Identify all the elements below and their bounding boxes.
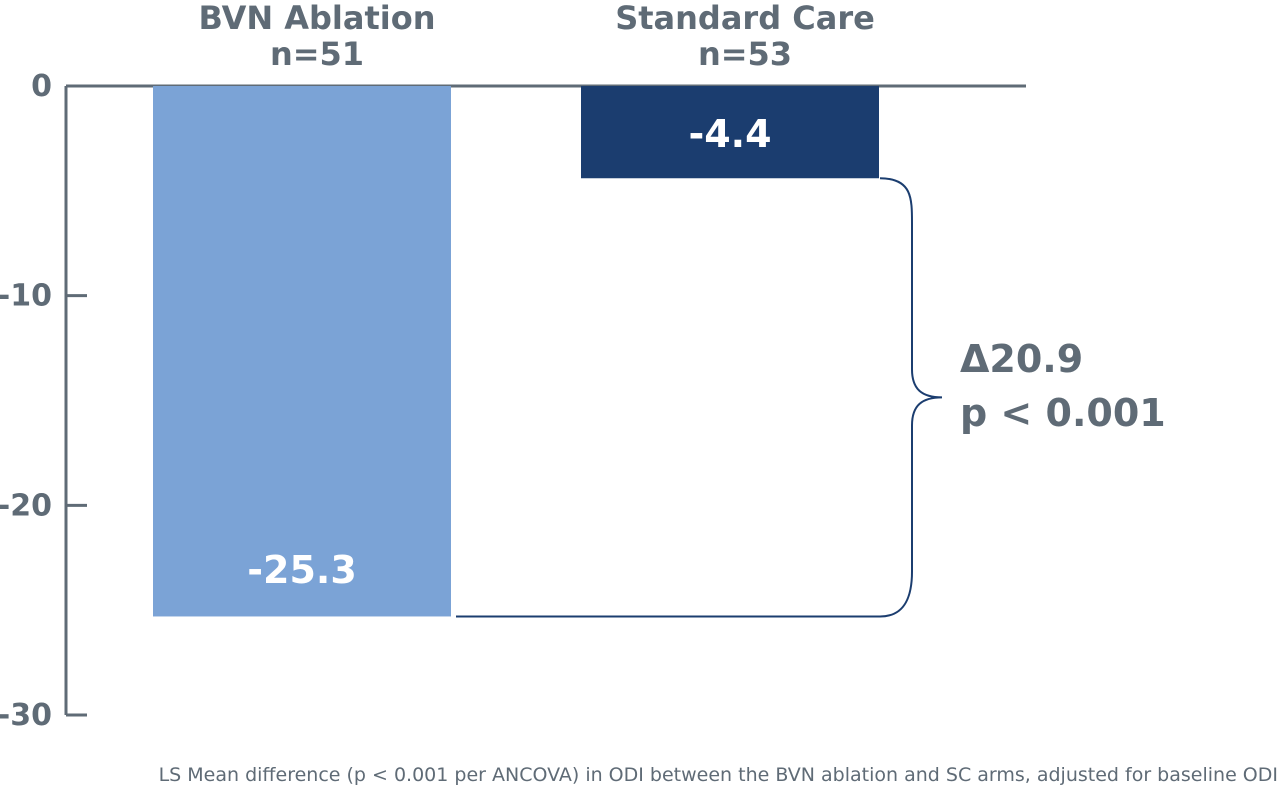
y-tick-label: -20 — [0, 488, 52, 523]
y-tick-label: 0 — [31, 69, 52, 104]
difference-bracket — [456, 177, 943, 618]
y-tick-label: -30 — [0, 698, 52, 733]
bar-value-label: -25.3 — [247, 548, 357, 592]
category-sublabel: n=51 — [270, 35, 364, 73]
bar-0 — [153, 86, 451, 617]
category-label: Standard Care — [615, 0, 875, 37]
p-value-annotation: p < 0.001 — [960, 391, 1166, 435]
delta-annotation: Δ20.9 — [960, 337, 1083, 381]
bar-value-label: -4.4 — [688, 112, 771, 156]
y-tick-label: -10 — [0, 279, 52, 314]
bar-1 — [581, 86, 879, 179]
bars — [153, 86, 879, 617]
chart-caption: LS Mean difference (p < 0.001 per ANCOVA… — [159, 764, 1278, 786]
category-label: BVN Ablation — [198, 0, 435, 37]
category-sublabel: n=53 — [698, 35, 792, 73]
